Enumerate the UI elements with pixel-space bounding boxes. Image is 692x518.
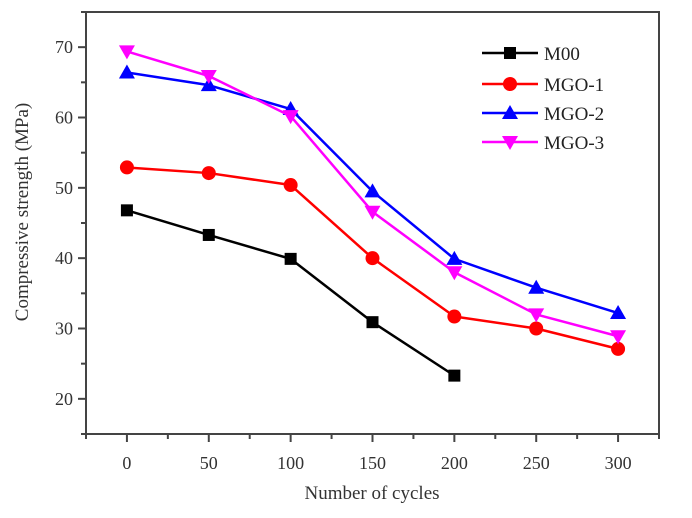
data-point-mgo-3: [446, 266, 463, 281]
data-point-m00: [120, 204, 133, 217]
data-point-m00: [366, 316, 379, 329]
legend-item-m00: M00: [482, 44, 580, 65]
data-point-mgo-3: [118, 45, 135, 60]
y-axis: 20 30 40 50 60 70: [55, 11, 86, 435]
data-point-mgo-1: [611, 341, 626, 356]
legend-marker-mgo-1: [503, 77, 517, 91]
data-point-mgo-3: [200, 70, 217, 85]
series-mgo-2: [118, 64, 627, 320]
x-tick-label: 0: [122, 453, 131, 473]
series-mgo-1: [119, 160, 626, 356]
legend-marker-m00: [504, 47, 516, 59]
data-point-mgo-3: [528, 308, 545, 323]
legend-label-mgo-1: MGO-1: [544, 75, 604, 96]
data-point-mgo-2: [364, 183, 381, 198]
data-point-mgo-3: [364, 205, 381, 220]
y-tick-label: 20: [55, 389, 73, 409]
data-point-mgo-2: [200, 77, 217, 92]
y-tick-label: 70: [55, 37, 73, 57]
legend-marker-mgo-2: [502, 105, 518, 119]
data-point-mgo-2: [528, 279, 545, 294]
data-point-mgo-1: [529, 321, 544, 336]
data-point-mgo-2: [446, 250, 463, 265]
x-tick-label: 100: [277, 453, 304, 473]
y-tick-label: 30: [55, 319, 73, 339]
series-m00: [120, 204, 461, 382]
x-tick-label: 200: [441, 453, 468, 473]
x-tick-label: 50: [200, 453, 218, 473]
data-point-mgo-2: [610, 305, 627, 320]
x-axis: 0 50 100 150 200 250 300: [85, 434, 660, 473]
data-point-mgo-3: [282, 110, 299, 125]
data-point-mgo-1: [201, 166, 216, 181]
x-tick-label: 300: [605, 453, 632, 473]
x-tick-label: 150: [359, 453, 386, 473]
series-mgo-3: [118, 45, 627, 345]
series-layer: [118, 45, 627, 382]
y-tick-label: 60: [55, 108, 73, 128]
data-point-mgo-1: [365, 251, 380, 266]
legend-item-mgo-3: MGO-3: [482, 133, 604, 154]
data-point-mgo-1: [119, 160, 134, 175]
x-axis-title: Number of cycles: [304, 483, 439, 504]
legend-label-m00: M00: [544, 44, 580, 65]
legend-item-mgo-2: MGO-2: [482, 104, 604, 125]
data-point-mgo-3: [610, 330, 627, 345]
y-tick-label: 40: [55, 248, 73, 268]
data-point-m00: [202, 228, 215, 241]
legend-item-mgo-1: MGO-1: [482, 75, 604, 96]
y-axis-title: Compressive strength (MPa): [12, 103, 33, 321]
data-point-mgo-1: [283, 178, 298, 193]
legend: M00 MGO-1 MGO-2 MGO-3: [482, 44, 604, 154]
data-point-mgo-1: [447, 309, 462, 324]
data-point-m00: [448, 369, 461, 382]
data-point-m00: [284, 252, 297, 265]
legend-marker-mgo-3: [502, 136, 518, 150]
legend-label-mgo-3: MGO-3: [544, 133, 604, 154]
data-point-mgo-2: [118, 64, 135, 79]
y-tick-label: 50: [55, 178, 73, 198]
x-tick-label: 250: [523, 453, 550, 473]
legend-label-mgo-2: MGO-2: [544, 104, 604, 125]
